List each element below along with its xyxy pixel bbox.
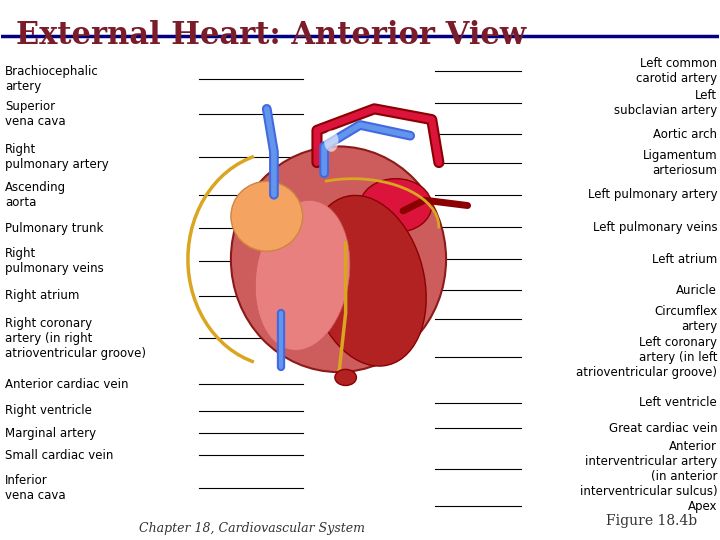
Text: Pulmonary trunk: Pulmonary trunk xyxy=(5,221,104,234)
Text: Figure 18.4b: Figure 18.4b xyxy=(606,514,697,528)
Text: Anterior
interventricular artery
(in anterior
interventricular sulcus): Anterior interventricular artery (in ant… xyxy=(580,440,717,498)
Text: Ligamentum
arteriosum: Ligamentum arteriosum xyxy=(642,148,717,177)
Text: Small cardiac vein: Small cardiac vein xyxy=(5,449,113,462)
Text: Anterior cardiac vein: Anterior cardiac vein xyxy=(5,378,128,391)
Ellipse shape xyxy=(324,130,338,152)
Ellipse shape xyxy=(360,179,432,232)
Text: Inferior
vena cava: Inferior vena cava xyxy=(5,474,66,502)
Circle shape xyxy=(335,369,356,386)
Text: Auricle: Auricle xyxy=(676,284,717,297)
Ellipse shape xyxy=(231,181,302,251)
Text: Left
subclavian artery: Left subclavian artery xyxy=(614,90,717,118)
Text: Marginal artery: Marginal artery xyxy=(5,427,96,440)
Text: Right atrium: Right atrium xyxy=(5,289,79,302)
Text: External Heart: Anterior View: External Heart: Anterior View xyxy=(16,20,526,51)
Text: Left atrium: Left atrium xyxy=(652,253,717,266)
Text: Right
pulmonary artery: Right pulmonary artery xyxy=(5,143,109,171)
Text: Brachiocephalic
artery: Brachiocephalic artery xyxy=(5,65,99,93)
Ellipse shape xyxy=(308,195,426,366)
Text: Great cardiac vein: Great cardiac vein xyxy=(608,422,717,435)
Ellipse shape xyxy=(231,146,446,372)
Text: Circumflex
artery: Circumflex artery xyxy=(654,306,717,333)
Text: Right coronary
artery (in right
atrioventricular groove): Right coronary artery (in right atrioven… xyxy=(5,317,146,360)
Text: Right ventricle: Right ventricle xyxy=(5,404,92,417)
Text: Aortic arch: Aortic arch xyxy=(653,127,717,140)
Text: Left pulmonary artery: Left pulmonary artery xyxy=(588,188,717,201)
Text: Superior
vena cava: Superior vena cava xyxy=(5,100,66,128)
Text: Left pulmonary veins: Left pulmonary veins xyxy=(593,220,717,233)
Text: Right
pulmonary veins: Right pulmonary veins xyxy=(5,247,104,275)
Text: Left ventricle: Left ventricle xyxy=(639,396,717,409)
Text: Chapter 18, Cardiovascular System: Chapter 18, Cardiovascular System xyxy=(140,522,366,535)
Text: Left common
carotid artery: Left common carotid artery xyxy=(636,57,717,85)
Text: Left coronary
artery (in left
atrioventricular groove): Left coronary artery (in left atrioventr… xyxy=(576,335,717,379)
Ellipse shape xyxy=(256,200,350,350)
Text: Apex: Apex xyxy=(688,500,717,513)
Text: Ascending
aorta: Ascending aorta xyxy=(5,181,66,209)
